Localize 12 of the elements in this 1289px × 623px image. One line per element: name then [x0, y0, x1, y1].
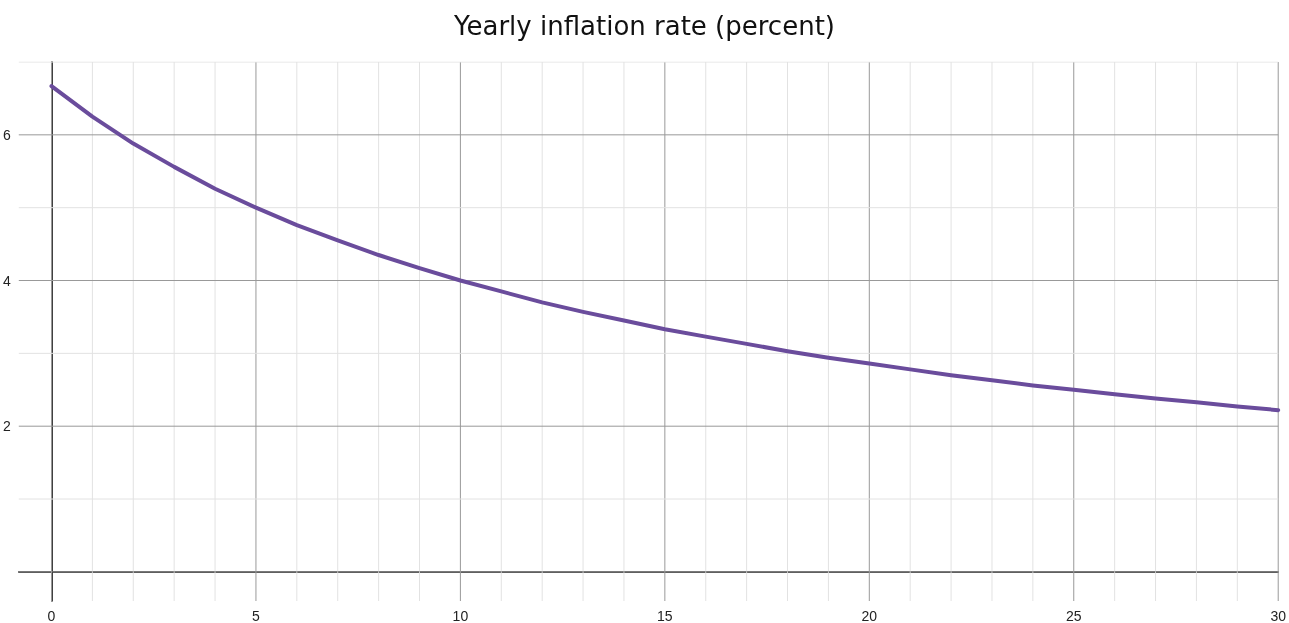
x-tick-label: 15: [657, 608, 673, 623]
chart-title: Yearly inflation rate (percent): [453, 11, 835, 41]
x-tick-label: 5: [252, 608, 261, 623]
y-tick-label: 2: [2, 418, 11, 435]
x-tick-label: 30: [1270, 608, 1287, 623]
y-tick-label: 6: [2, 126, 11, 143]
line-series: [49, 84, 1281, 413]
x-tick-label: 10: [452, 608, 469, 623]
y-tick-label: 4: [2, 272, 11, 289]
x-tick-label: 25: [1065, 608, 1082, 623]
x-tick-label: 20: [861, 608, 878, 623]
x-tick-label: 0: [47, 608, 56, 623]
